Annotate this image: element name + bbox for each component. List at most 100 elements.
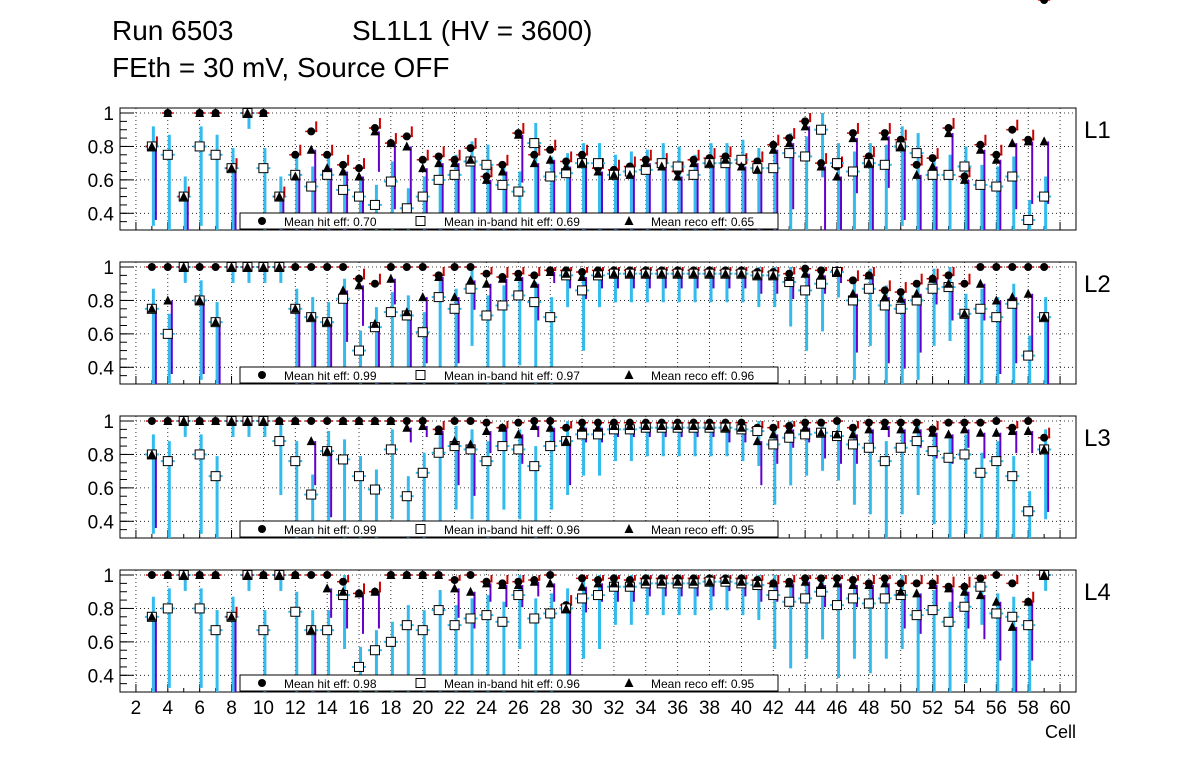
panel-l1-inband-point bbox=[959, 161, 970, 172]
panel-l3-inband-point bbox=[975, 467, 986, 478]
panel-l3-legend-reco-label: Mean reco eff: 0.95 bbox=[651, 523, 755, 537]
panel-l3-reco-point bbox=[481, 426, 491, 436]
panel-l4-reco-point bbox=[529, 576, 539, 586]
panel-l1-reco-point bbox=[577, 158, 587, 168]
panel-l3-reco-point bbox=[832, 429, 842, 439]
panel-l1-inband-point bbox=[338, 184, 349, 195]
panel-l4-reco-point bbox=[545, 578, 555, 588]
panel-l1-inband-point bbox=[784, 148, 795, 159]
panel-l1-reco-point bbox=[800, 121, 810, 131]
panel-l3-inband-point bbox=[338, 454, 349, 465]
panel-l1-reco-point bbox=[657, 161, 667, 171]
panel-l4-inband-point bbox=[768, 590, 779, 601]
panel-l1-reco-point bbox=[386, 138, 396, 148]
panel-l1-reco-point bbox=[242, 108, 252, 118]
panel-l1-reco-point bbox=[689, 158, 699, 168]
panel-l3-hit-point bbox=[848, 423, 857, 432]
conditions-title: FEth = 30 mV, Source OFF bbox=[112, 52, 450, 83]
panel-l2-hit-point bbox=[960, 279, 969, 288]
panel-l4-reco-point bbox=[848, 580, 858, 590]
panel-l2-legend-inband-marker bbox=[415, 370, 426, 380]
xtick-label: 8 bbox=[226, 698, 237, 719]
panel-l2-hit-point bbox=[323, 263, 332, 272]
panel-l4-inband-point bbox=[385, 636, 396, 647]
panel-l2-reco-point bbox=[800, 268, 810, 278]
xtick-label: 52 bbox=[922, 698, 943, 719]
panel-l4-inband-point bbox=[449, 620, 460, 631]
panel-l1-reco-point bbox=[912, 169, 922, 179]
panel-l3-reco-point bbox=[720, 422, 730, 432]
panel-l4-reco-point bbox=[258, 570, 268, 580]
panel-l1-inband-point bbox=[513, 186, 524, 197]
panel-l4-legend-hit-label: Mean hit eff: 0.98 bbox=[284, 677, 377, 691]
panel-l1-inband-point bbox=[417, 191, 428, 202]
panel-l3-reco-point bbox=[1007, 426, 1017, 436]
panel-l1-reco-point bbox=[784, 138, 794, 148]
panel-l3-reco-point bbox=[370, 416, 380, 426]
panel-l3-inband-point bbox=[1007, 471, 1018, 482]
xtick-label: 12 bbox=[285, 698, 306, 719]
panel-l3-inband-point bbox=[354, 471, 364, 482]
panel-l3-inband-point bbox=[306, 489, 317, 500]
panel-l1-inband-point bbox=[369, 199, 380, 210]
panel-l2-legend-reco-marker bbox=[624, 370, 634, 379]
panel-l4-inband-point bbox=[927, 605, 938, 616]
panel-l2-reco-point bbox=[991, 295, 1001, 305]
panel-l3-reco-point bbox=[768, 429, 778, 439]
panel-l1-reco-point bbox=[466, 154, 476, 164]
panel-l3-hit-point bbox=[418, 417, 427, 426]
panel-l3-reco-point bbox=[880, 421, 890, 431]
panel-l3-inband-point bbox=[927, 446, 938, 457]
panel-l1-hit-point bbox=[418, 155, 427, 164]
panel-l3-ytick-label: 1 bbox=[103, 412, 114, 433]
panel-l4-inband-point bbox=[784, 596, 795, 607]
panel-l3-legend bbox=[239, 520, 779, 538]
panel-l2-reco-point bbox=[975, 278, 985, 288]
panel-l2-legend-inband-label: Mean in-band hit eff: 0.97 bbox=[444, 369, 580, 383]
xtick-label: 16 bbox=[348, 698, 369, 719]
panel-l1-inband-point bbox=[1007, 171, 1018, 182]
panel-l2-reco-point bbox=[832, 267, 842, 277]
panel-l4-reco-point bbox=[657, 576, 667, 586]
panel-l2-hit-point bbox=[418, 263, 427, 272]
panel-l4-inband-point bbox=[975, 581, 986, 592]
panel-l4-inband-point bbox=[354, 661, 364, 672]
panel-l1-reco-point bbox=[354, 171, 364, 181]
panel-l4-inband-point bbox=[1007, 611, 1018, 622]
panel-l2-reco-point bbox=[1007, 292, 1017, 302]
panel-l2-reco-point bbox=[354, 280, 364, 290]
panel-l1-hit-point bbox=[466, 144, 475, 153]
panel-l4-reco-point bbox=[402, 570, 412, 580]
panel-l3-inband-point bbox=[545, 441, 556, 452]
panel-l4-hit-point bbox=[992, 571, 1001, 580]
panel-l4-inband-point bbox=[847, 593, 858, 604]
panel-l1-reco-point bbox=[944, 128, 954, 138]
panel-l4-hit-point bbox=[817, 574, 826, 583]
panel-l2-reco-point bbox=[609, 268, 619, 278]
panel-l4-inband-point bbox=[369, 645, 380, 656]
chamber-title: SL1L1 (HV = 3600) bbox=[352, 15, 593, 46]
panel-l1-legend-hit-marker bbox=[258, 217, 266, 225]
panel-l4-reco-point bbox=[832, 578, 842, 588]
panel-l2-inband-point bbox=[497, 300, 508, 311]
panel-l4-hit-point bbox=[833, 574, 841, 583]
panel-l2-reco-point bbox=[848, 288, 858, 298]
panel-l1-reco-point bbox=[179, 191, 189, 201]
panel-l1-reco-point bbox=[720, 154, 730, 164]
panel-l4-reco-point bbox=[944, 583, 954, 593]
panel-l4-hit-point bbox=[147, 571, 156, 580]
panel-l2-reco-point bbox=[593, 268, 603, 278]
panel-l4-reco-point bbox=[370, 586, 380, 596]
panel-l4-inband-point bbox=[577, 593, 588, 604]
panel-l1-reco-point bbox=[147, 141, 157, 151]
panel-l1-inband-point bbox=[481, 159, 492, 170]
panel-l4-inband-point bbox=[545, 608, 556, 619]
panel-l3-hit-point bbox=[323, 417, 332, 426]
panel-l3-reco-point bbox=[1039, 444, 1049, 454]
panel-l1-reco-point bbox=[322, 163, 332, 173]
panel-l2-hit-point bbox=[896, 288, 905, 297]
panel-l2-reco-point bbox=[242, 262, 252, 272]
panel-l1-reco-point bbox=[481, 174, 491, 184]
panel-l4-reco-point bbox=[354, 588, 364, 598]
panel-l1-inband-point bbox=[847, 166, 858, 177]
